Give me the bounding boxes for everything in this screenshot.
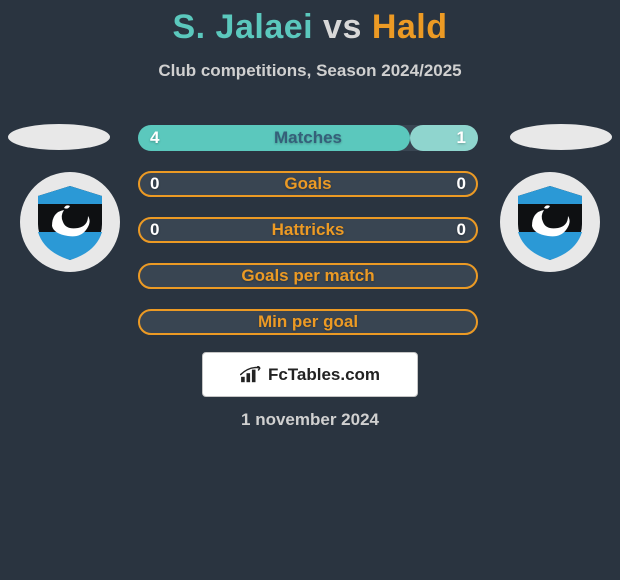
title-player2: Hald xyxy=(372,8,448,46)
stat-bar: Min per goal xyxy=(138,309,478,335)
subtitle: Club competitions, Season 2024/2025 xyxy=(0,47,620,81)
date-label: 1 november 2024 xyxy=(0,410,620,430)
bars-icon xyxy=(240,366,262,384)
stat-bar-label: Goals per match xyxy=(138,263,478,289)
stat-bar: Matches4 1 xyxy=(138,125,478,151)
comparison-bars: Matches41Goals00Hattricks00Goals per mat… xyxy=(138,125,478,355)
stat-bar: Hattricks0 0 xyxy=(138,217,478,243)
title-vs: vs xyxy=(323,8,372,46)
stat-bar-value-right: 0 xyxy=(457,171,466,197)
title-player1: S. Jalaei xyxy=(172,8,313,46)
stat-bar: Goals per match xyxy=(138,263,478,289)
stat-bar-value-right: 1 xyxy=(457,125,466,151)
page-title: S. Jalaei vs Hald xyxy=(0,0,620,47)
club-crest-left xyxy=(20,172,120,272)
player-photo-placeholder-right xyxy=(510,124,612,150)
player-photo-placeholder-left xyxy=(8,124,110,150)
shield-icon xyxy=(510,182,590,262)
club-crest-right xyxy=(500,172,600,272)
attribution-text: FcTables.com xyxy=(268,365,380,385)
stat-bar-label: Matches xyxy=(138,125,478,151)
stat-bar-value-left: 4 xyxy=(150,125,159,151)
stat-bar-label: Min per goal xyxy=(138,309,478,335)
stat-bar-value-right: 0 xyxy=(457,217,466,243)
stat-bar-label: Hattricks xyxy=(138,217,478,243)
stat-bar-value-left: 0 xyxy=(150,171,159,197)
stat-bar-value-left: 0 xyxy=(150,217,159,243)
attribution-box: FcTables.com xyxy=(202,352,418,397)
shield-icon xyxy=(30,182,110,262)
stat-bar: Goals0 0 xyxy=(138,171,478,197)
stat-bar-label: Goals xyxy=(138,171,478,197)
